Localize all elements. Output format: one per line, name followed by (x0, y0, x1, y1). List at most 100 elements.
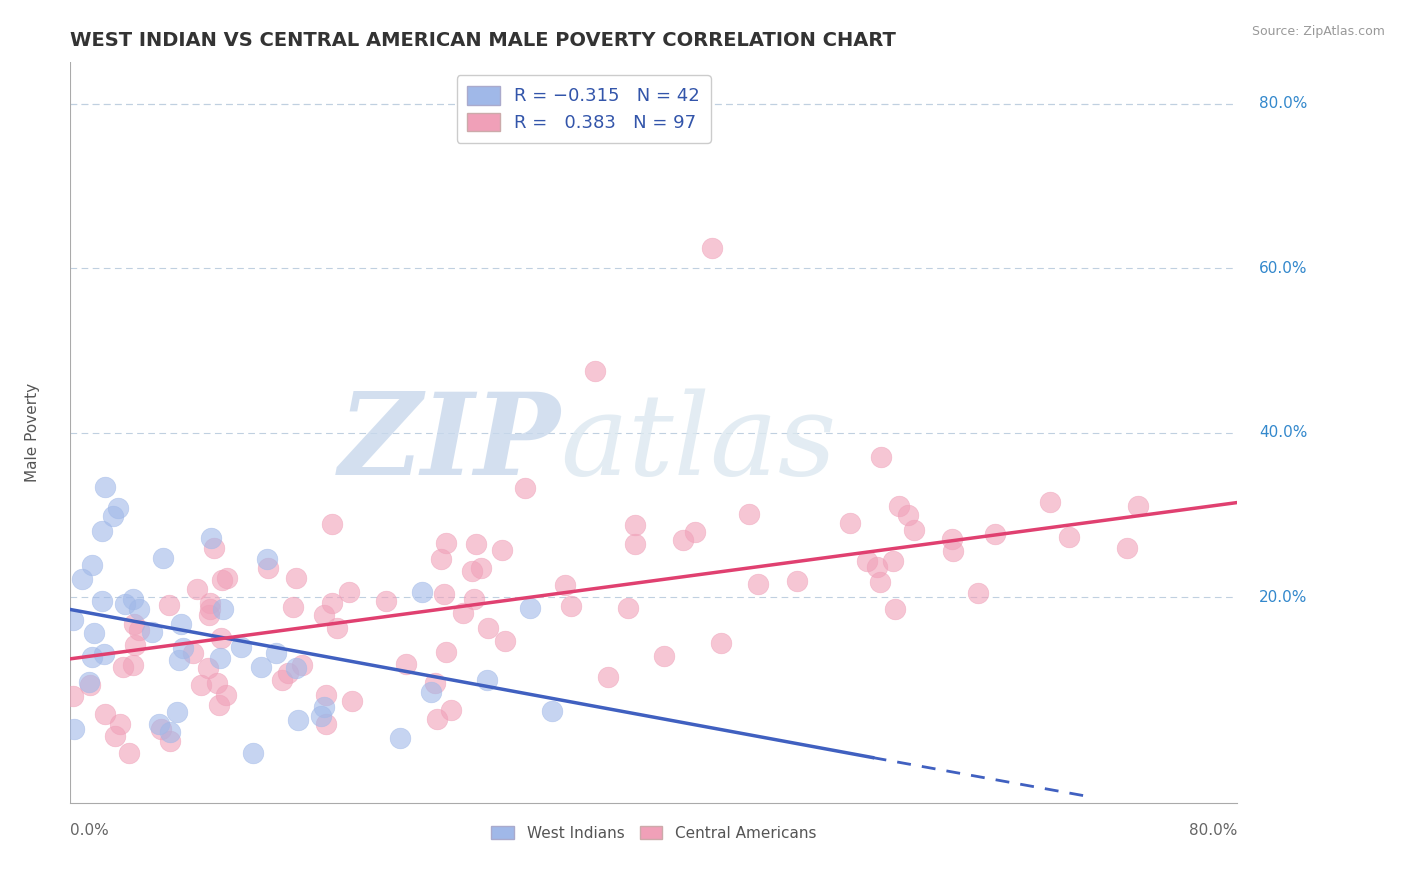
Point (321, 517, 343, 532)
Point (285, 570, 308, 584)
Point (616, 601, 638, 615)
Point (198, 596, 221, 610)
Text: 80.0%: 80.0% (1260, 96, 1308, 112)
Point (166, 705, 188, 719)
Point (433, 587, 456, 601)
Point (903, 523, 925, 537)
Point (114, 597, 136, 611)
Point (159, 734, 181, 748)
Point (882, 554, 904, 568)
Point (315, 689, 337, 703)
Point (108, 716, 131, 731)
Point (464, 537, 486, 551)
Point (710, 636, 733, 650)
Point (202, 541, 225, 555)
Point (211, 573, 233, 587)
Point (82, 558, 104, 573)
Point (277, 666, 299, 681)
Point (159, 724, 181, 739)
Point (70, 572, 93, 586)
Point (197, 661, 219, 675)
Point (250, 659, 273, 673)
Point (453, 606, 475, 620)
Point (101, 508, 124, 523)
Point (157, 598, 180, 612)
Point (423, 676, 446, 690)
Point (79, 677, 101, 691)
Point (738, 507, 761, 521)
Point (93, 647, 115, 661)
Point (747, 576, 769, 591)
Point (209, 631, 232, 645)
Point (326, 621, 349, 635)
Point (461, 564, 484, 578)
Point (966, 586, 988, 600)
Point (172, 640, 194, 655)
Point (122, 616, 145, 631)
Point (312, 700, 335, 714)
Legend: West Indians, Central Americans: West Indians, Central Americans (485, 820, 823, 847)
Point (477, 673, 499, 688)
Text: 60.0%: 60.0% (1260, 260, 1308, 276)
Point (887, 499, 910, 513)
Point (866, 559, 889, 574)
Point (624, 537, 647, 551)
Point (264, 646, 287, 660)
Point (340, 694, 363, 708)
Point (198, 602, 221, 616)
Point (118, 747, 141, 761)
Point (388, 731, 411, 746)
Text: WEST INDIAN VS CENTRAL AMERICAN MALE POVERTY CORRELATION CHART: WEST INDIAN VS CENTRAL AMERICAN MALE POV… (70, 30, 896, 50)
Point (983, 526, 1005, 541)
Point (167, 653, 190, 667)
Point (82, 649, 104, 664)
Point (315, 716, 337, 731)
Point (519, 601, 541, 615)
Point (436, 536, 458, 550)
Point (897, 508, 920, 522)
Point (470, 561, 492, 575)
Point (321, 596, 343, 610)
Point (672, 533, 695, 548)
Point (215, 688, 238, 702)
Point (513, 481, 536, 495)
Point (1128, 500, 1150, 514)
Point (411, 584, 433, 599)
Point (208, 651, 231, 665)
Point (585, 364, 607, 378)
Point (148, 717, 170, 731)
Point (429, 552, 451, 566)
Point (419, 685, 441, 699)
Point (121, 591, 143, 606)
Point (141, 625, 163, 640)
Point (128, 601, 150, 615)
Point (198, 607, 221, 622)
Point (309, 709, 332, 723)
Point (181, 646, 204, 660)
Point (190, 678, 212, 692)
Point (79, 675, 101, 690)
Point (107, 501, 129, 516)
Point (624, 518, 647, 533)
Point (554, 578, 576, 592)
Point (91, 524, 114, 538)
Text: atlas: atlas (561, 388, 837, 499)
Point (229, 640, 252, 654)
Text: 20.0%: 20.0% (1260, 590, 1308, 605)
Point (149, 722, 172, 736)
Point (285, 661, 308, 675)
Point (942, 544, 965, 558)
Point (540, 704, 562, 718)
Point (1039, 495, 1062, 509)
Point (652, 649, 675, 664)
Point (256, 552, 278, 566)
Point (186, 582, 208, 597)
Point (1116, 541, 1139, 555)
Point (242, 746, 264, 760)
Point (83, 625, 105, 640)
Point (287, 713, 309, 727)
Point (112, 660, 135, 674)
Point (104, 729, 127, 743)
Text: 80.0%: 80.0% (1189, 823, 1237, 838)
Point (257, 561, 280, 575)
